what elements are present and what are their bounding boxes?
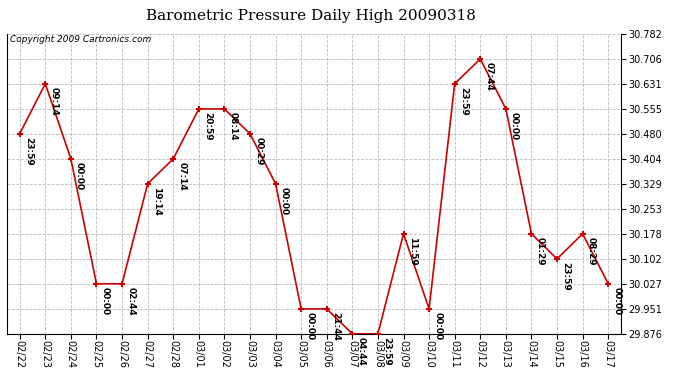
Text: 04:44: 04:44 bbox=[357, 336, 366, 365]
Text: 08:14: 08:14 bbox=[228, 112, 237, 140]
Text: 00:00: 00:00 bbox=[75, 162, 84, 190]
Text: 09:14: 09:14 bbox=[50, 87, 59, 115]
Text: 00:29: 00:29 bbox=[254, 136, 263, 165]
Text: 11:59: 11:59 bbox=[408, 237, 417, 265]
Text: 00:00: 00:00 bbox=[510, 112, 519, 140]
Text: 21:44: 21:44 bbox=[331, 312, 340, 340]
Text: 23:59: 23:59 bbox=[24, 136, 33, 165]
Text: 00:00: 00:00 bbox=[305, 312, 315, 340]
Text: 23:59: 23:59 bbox=[382, 336, 391, 365]
Text: 20:59: 20:59 bbox=[203, 112, 212, 140]
Text: 00:00: 00:00 bbox=[101, 286, 110, 315]
Text: 00:00: 00:00 bbox=[433, 312, 442, 340]
Text: 02:44: 02:44 bbox=[126, 286, 135, 315]
Text: Copyright 2009 Cartronics.com: Copyright 2009 Cartronics.com bbox=[10, 35, 151, 44]
Text: 08:29: 08:29 bbox=[586, 237, 595, 265]
Text: 07:44: 07:44 bbox=[484, 62, 493, 91]
Text: 19:14: 19:14 bbox=[152, 186, 161, 215]
Text: 00:00: 00:00 bbox=[612, 286, 622, 315]
Text: 23:59: 23:59 bbox=[561, 262, 570, 291]
Text: Barometric Pressure Daily High 20090318: Barometric Pressure Daily High 20090318 bbox=[146, 9, 475, 23]
Text: 00:00: 00:00 bbox=[279, 186, 288, 214]
Text: 23:59: 23:59 bbox=[459, 87, 468, 115]
Text: 01:29: 01:29 bbox=[535, 237, 544, 265]
Text: 07:14: 07:14 bbox=[177, 162, 186, 190]
